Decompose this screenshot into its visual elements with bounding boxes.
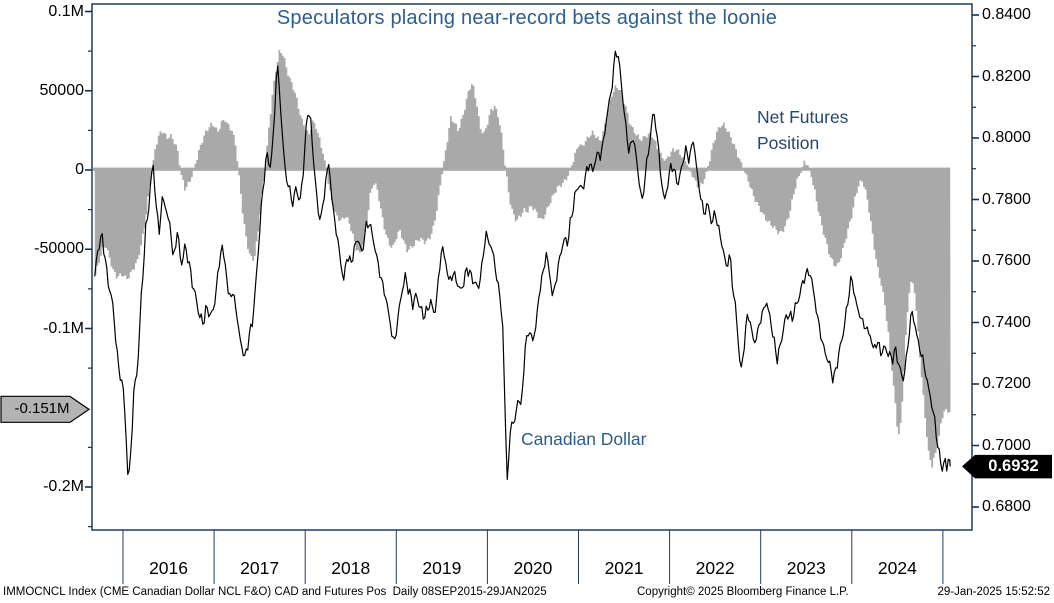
footer-copyright: Copyright© 2025 Bloomberg Finance L.P. — [637, 586, 849, 598]
footer-bar: IMMOCNCL Index (CME Canadian Dollar NCL … — [0, 586, 1054, 602]
x-axis-year-label-2020: 2020 — [513, 558, 553, 578]
right-axis-tick-label-4: 0.7600 — [982, 252, 1031, 269]
x-axis-year-label-2024: 2024 — [877, 558, 917, 578]
x-axis-year-label-2023: 2023 — [786, 558, 826, 578]
right-axis-current-value-badge: 0.6932 — [988, 456, 1039, 475]
chart-badge-layer — [0, 395, 1052, 479]
left-axis-tick-label-0: 0.1M — [48, 2, 84, 20]
left-axis-tick-label-4: -0.1M — [43, 319, 84, 337]
canadian-dollar-line-series — [94, 50, 951, 481]
right-axis-tick-label-6: 0.7200 — [982, 375, 1031, 392]
chart-series-layer — [93, 50, 951, 481]
right-axis-tick-label-2: 0.8000 — [982, 129, 1031, 146]
left-axis-tick-label-1: 50000 — [39, 81, 85, 99]
x-axis-year-label-2019: 2019 — [422, 558, 462, 578]
x-axis-year-label-2018: 2018 — [331, 558, 371, 578]
left-axis-tick-label-2: 0 — [75, 161, 84, 178]
right-axis-tick-label-8: 0.6800 — [982, 498, 1031, 515]
x-axis-year-label-2021: 2021 — [604, 558, 644, 578]
net-futures-label-line2: Position — [757, 133, 820, 153]
x-axis-year-label-2017: 2017 — [240, 558, 280, 578]
net-futures-position-label: Net Futures Position — [757, 104, 848, 156]
canadian-dollar-label: Canadian Dollar — [521, 429, 647, 449]
x-axis-year-label-2016: 2016 — [149, 558, 189, 578]
left-axis-tick-label-5: -0.2M — [43, 478, 84, 495]
chart-axes-layer — [85, 3, 979, 584]
right-axis-tick-label-3: 0.7800 — [982, 190, 1031, 208]
x-axis-year-label-2022: 2022 — [695, 558, 735, 578]
footer-timestamp: 29-Jan-2025 15:52:52 — [937, 586, 1050, 598]
left-axis-current-value-badge: -0.151M — [14, 400, 70, 418]
net-futures-area-series — [94, 50, 951, 468]
net-futures-label-line1: Net Futures — [757, 107, 849, 127]
right-axis-tick-label-1: 0.8200 — [982, 67, 1031, 85]
right-axis-tick-label-0: 0.8400 — [982, 6, 1031, 23]
right-axis-tick-label-7: 0.7000 — [982, 436, 1031, 454]
chart-title: Speculators placing near-record bets aga… — [276, 7, 778, 29]
footer-security-description: IMMOCNCL Index (CME Canadian Dollar NCL … — [3, 586, 547, 598]
right-axis-tick-label-5: 0.7400 — [982, 313, 1031, 331]
left-axis-tick-label-3: -50000 — [34, 240, 84, 258]
